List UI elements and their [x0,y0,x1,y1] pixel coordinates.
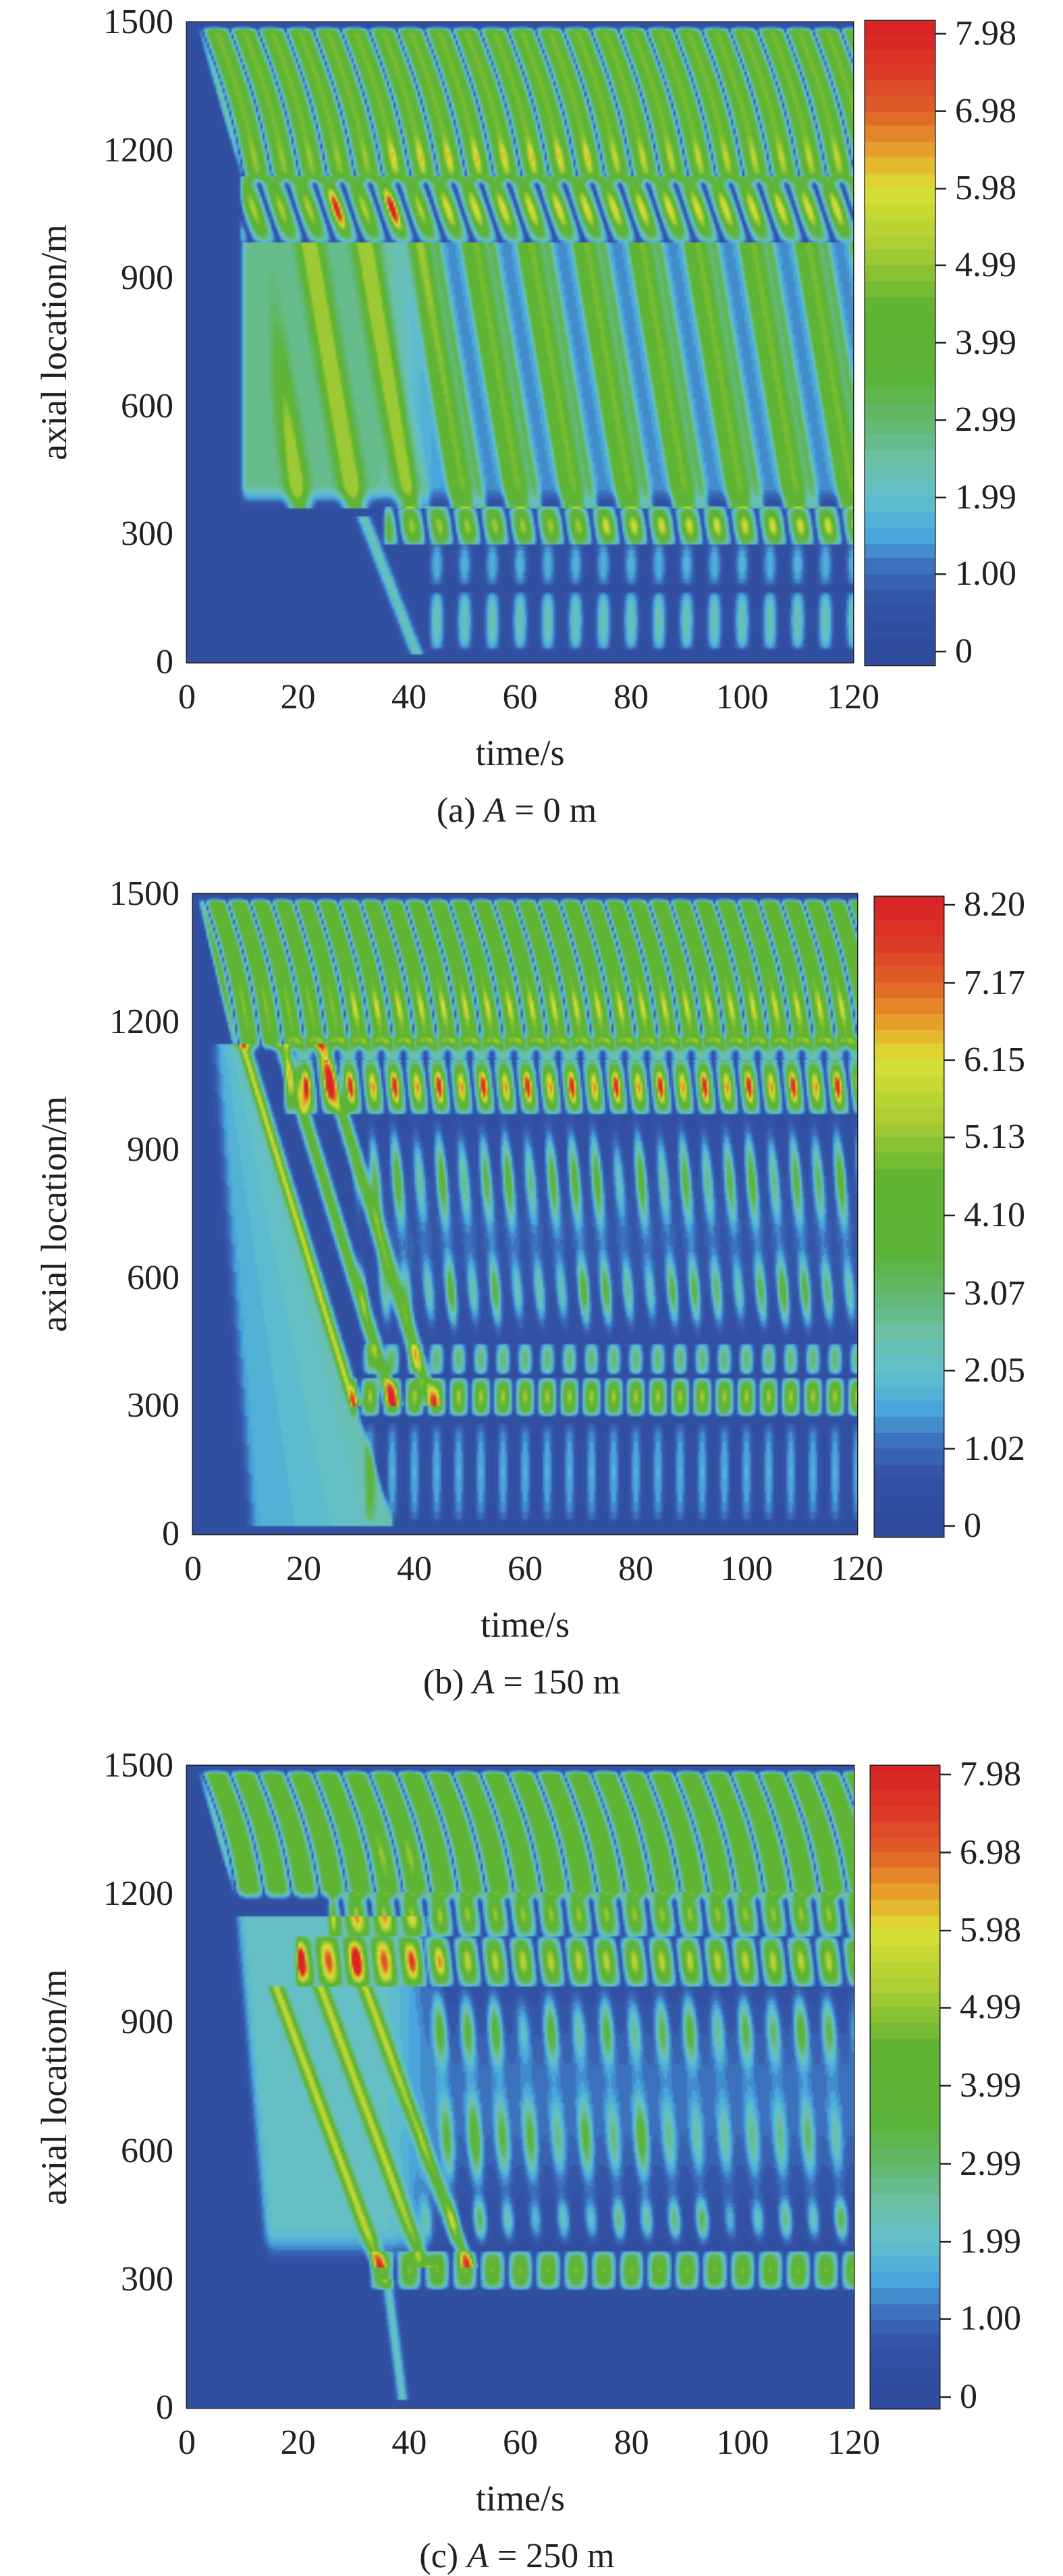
colorbar-tick-label: 0 [964,1506,981,1545]
panel-caption: (c) A = 250 m [419,2539,614,2574]
x-tick-label: 40 [391,2423,427,2462]
x-tick-label: 60 [502,678,538,716]
colorbar-tick-label: 5.98 [960,1911,1021,1950]
colorbar-tick-label: 0 [955,632,973,671]
y-tick-label: 0 [156,2388,173,2427]
colorbar-tick-label: 1.99 [960,2222,1021,2261]
colorbar-tick-label: 7.98 [960,1755,1021,1793]
caption-label: (a) [436,791,476,830]
colorbar-tick-label: 2.05 [964,1351,1025,1390]
x-tick-label: 20 [280,2423,316,2462]
x-tick-label: 0 [178,678,196,716]
y-tick-label: 900 [121,2003,173,2042]
y-tick-label: 1500 [103,3,173,41]
x-tick-label: 100 [715,678,769,716]
x-tick-label: 80 [614,2423,649,2462]
x-axis-label: time/s [476,2478,565,2519]
colorbar-tick-label: 1.99 [955,477,1016,517]
caption-value: = 150 m [503,1663,621,1702]
colorbar-tick-label: 0 [960,2377,977,2416]
x-tick-label: 60 [503,2423,538,2462]
colorbar-tick-label: 5.13 [964,1118,1025,1157]
colorbar-tick-label: 1.00 [960,2299,1021,2338]
y-tick-label: 1200 [109,1002,180,1041]
x-tick-label: 0 [178,2423,196,2462]
y-tick-label: 1200 [103,1874,173,1914]
colorbar-tick-label: 6.98 [955,91,1016,130]
caption-variable: A [484,791,506,830]
y-tick-label: 600 [121,2131,173,2170]
x-tick-label: 100 [716,2423,769,2462]
x-tick-label: 120 [831,1550,883,1588]
colorbar-tick-label: 1.00 [955,554,1016,594]
caption-label: (b) [423,1663,464,1702]
colorbar-tick-label: 6.98 [960,1833,1021,1872]
colorbar-tick-label: 7.17 [964,963,1025,1002]
x-tick-label: 80 [618,1550,653,1588]
colorbar-tick-label: 8.20 [964,885,1025,924]
x-axis-label: time/s [481,1604,570,1645]
colorbar [865,21,935,665]
colorbar-tick-label: 2.99 [960,2144,1021,2183]
panel-caption: (b) A = 150 m [423,1665,620,1700]
y-tick-label: 900 [127,1130,180,1169]
colorbar-tick-label: 3.07 [964,1273,1025,1313]
colorbar-tick-label: 4.10 [964,1196,1025,1234]
x-tick-label: 20 [286,1550,321,1588]
caption-label: (c) [419,2537,459,2575]
caption-value: = 250 m [497,2537,615,2575]
x-tick-label: 40 [397,1550,432,1588]
x-axis-label: time/s [475,733,565,773]
colorbar-tick-label: 7.98 [955,14,1016,53]
colorbar-tick-label: 4.99 [960,1988,1021,2027]
heatmap-field [187,22,853,662]
heatmap-field [193,894,857,1534]
y-tick-label: 600 [121,386,173,425]
x-tick-label: 120 [827,678,879,716]
colorbar-tick-label: 4.99 [955,245,1016,284]
y-axis-label: axial location/m [34,1968,74,2205]
y-tick-label: 600 [127,1258,180,1297]
y-tick-label: 0 [156,643,173,681]
x-tick-label: 80 [614,678,649,716]
colorbar-tick-label: 2.99 [955,400,1016,440]
caption-variable: A [467,2537,489,2575]
heatmap-field [187,1766,854,2408]
colorbar [875,897,944,1537]
caption-value: = 0 m [514,791,597,830]
x-tick-label: 60 [508,1550,543,1588]
x-tick-label: 100 [720,1550,773,1588]
y-tick-label: 900 [121,259,173,298]
x-tick-label: 20 [280,678,316,716]
colorbar-tick-label: 3.99 [960,2066,1021,2105]
y-axis-label: axial location/m [34,1096,74,1332]
y-tick-label: 300 [121,2259,173,2298]
y-tick-label: 300 [121,515,173,554]
x-tick-label: 120 [827,2423,880,2462]
y-tick-label: 1200 [103,130,173,169]
x-tick-label: 0 [184,1550,202,1588]
y-tick-label: 300 [127,1386,180,1425]
y-tick-label: 1500 [103,1746,173,1785]
colorbar-tick-label: 1.02 [964,1429,1025,1468]
y-tick-label: 0 [162,1515,180,1553]
colorbar-tick-label: 6.15 [964,1041,1025,1079]
panel-caption: (a) A = 0 m [437,793,597,829]
x-tick-label: 40 [391,678,427,716]
colorbar [871,1766,939,2409]
colorbar-tick-label: 5.98 [955,169,1016,208]
caption-variable: A [472,1663,495,1702]
y-tick-label: 1500 [109,874,180,913]
colorbar-tick-label: 3.99 [955,323,1016,362]
y-axis-label: axial location/m [34,224,74,461]
